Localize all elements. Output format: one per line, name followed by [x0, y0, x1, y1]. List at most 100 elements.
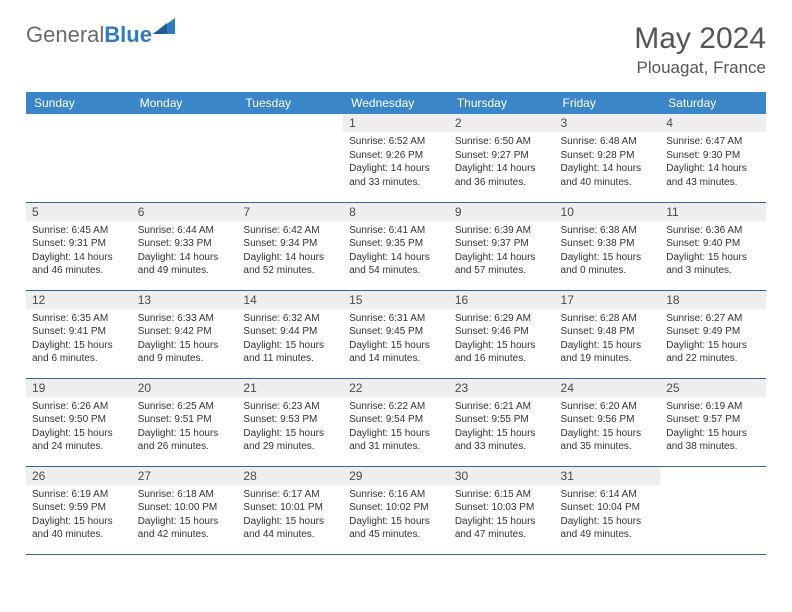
- day-number: 28: [237, 467, 343, 485]
- day-number: 17: [555, 291, 661, 309]
- day-details: Sunrise: 6:16 AMSunset: 10:02 PMDaylight…: [343, 485, 449, 546]
- calendar-cell: 4Sunrise: 6:47 AMSunset: 9:30 PMDaylight…: [660, 114, 766, 202]
- day-number: 5: [26, 203, 132, 221]
- calendar-cell: 3Sunrise: 6:48 AMSunset: 9:28 PMDaylight…: [555, 114, 661, 202]
- calendar-cell: 14Sunrise: 6:32 AMSunset: 9:44 PMDayligh…: [237, 290, 343, 378]
- triangle-icon: [153, 18, 175, 39]
- calendar-cell: 21Sunrise: 6:23 AMSunset: 9:53 PMDayligh…: [237, 378, 343, 466]
- day-number: 23: [449, 379, 555, 397]
- weekday-header: Saturday: [660, 92, 766, 114]
- day-number: 15: [343, 291, 449, 309]
- day-details: Sunrise: 6:45 AMSunset: 9:31 PMDaylight:…: [26, 221, 132, 282]
- day-number: 3: [555, 114, 661, 132]
- calendar-row: 26Sunrise: 6:19 AMSunset: 9:59 PMDayligh…: [26, 466, 766, 554]
- logo-text-general: General: [26, 22, 104, 47]
- day-number: 11: [660, 203, 766, 221]
- day-number: 25: [660, 379, 766, 397]
- calendar-cell: 13Sunrise: 6:33 AMSunset: 9:42 PMDayligh…: [132, 290, 238, 378]
- calendar-cell: 5Sunrise: 6:45 AMSunset: 9:31 PMDaylight…: [26, 202, 132, 290]
- calendar-cell: [132, 114, 238, 202]
- day-details: Sunrise: 6:44 AMSunset: 9:33 PMDaylight:…: [132, 221, 238, 282]
- day-number: 9: [449, 203, 555, 221]
- location: Plouagat, France: [634, 58, 766, 78]
- calendar-cell: 2Sunrise: 6:50 AMSunset: 9:27 PMDaylight…: [449, 114, 555, 202]
- day-number: 20: [132, 379, 238, 397]
- day-number: 7: [237, 203, 343, 221]
- weekday-header: Sunday: [26, 92, 132, 114]
- day-number: 22: [343, 379, 449, 397]
- calendar-cell: [26, 114, 132, 202]
- calendar-cell: 1Sunrise: 6:52 AMSunset: 9:26 PMDaylight…: [343, 114, 449, 202]
- day-details: Sunrise: 6:38 AMSunset: 9:38 PMDaylight:…: [555, 221, 661, 282]
- day-number: 16: [449, 291, 555, 309]
- calendar-table: SundayMondayTuesdayWednesdayThursdayFrid…: [26, 92, 766, 555]
- day-details: Sunrise: 6:14 AMSunset: 10:04 PMDaylight…: [555, 485, 661, 546]
- calendar-cell: 7Sunrise: 6:42 AMSunset: 9:34 PMDaylight…: [237, 202, 343, 290]
- weekday-header-row: SundayMondayTuesdayWednesdayThursdayFrid…: [26, 92, 766, 114]
- weekday-header: Wednesday: [343, 92, 449, 114]
- calendar-cell: 24Sunrise: 6:20 AMSunset: 9:56 PMDayligh…: [555, 378, 661, 466]
- day-number: 18: [660, 291, 766, 309]
- header: GeneralBlue May 2024 Plouagat, France: [26, 22, 766, 78]
- day-number: 8: [343, 203, 449, 221]
- day-details: Sunrise: 6:39 AMSunset: 9:37 PMDaylight:…: [449, 221, 555, 282]
- logo: GeneralBlue: [26, 22, 175, 48]
- day-details: Sunrise: 6:20 AMSunset: 9:56 PMDaylight:…: [555, 397, 661, 458]
- day-details: Sunrise: 6:19 AMSunset: 9:57 PMDaylight:…: [660, 397, 766, 458]
- day-details: Sunrise: 6:47 AMSunset: 9:30 PMDaylight:…: [660, 132, 766, 193]
- month-title: May 2024: [634, 22, 766, 56]
- calendar-cell: 29Sunrise: 6:16 AMSunset: 10:02 PMDaylig…: [343, 466, 449, 554]
- day-number: 2: [449, 114, 555, 132]
- calendar-cell: 17Sunrise: 6:28 AMSunset: 9:48 PMDayligh…: [555, 290, 661, 378]
- calendar-cell: 26Sunrise: 6:19 AMSunset: 9:59 PMDayligh…: [26, 466, 132, 554]
- calendar-cell: 8Sunrise: 6:41 AMSunset: 9:35 PMDaylight…: [343, 202, 449, 290]
- day-number: 14: [237, 291, 343, 309]
- day-details: Sunrise: 6:42 AMSunset: 9:34 PMDaylight:…: [237, 221, 343, 282]
- day-details: Sunrise: 6:28 AMSunset: 9:48 PMDaylight:…: [555, 309, 661, 370]
- calendar-cell: 31Sunrise: 6:14 AMSunset: 10:04 PMDaylig…: [555, 466, 661, 554]
- calendar-cell: [237, 114, 343, 202]
- day-details: Sunrise: 6:26 AMSunset: 9:50 PMDaylight:…: [26, 397, 132, 458]
- calendar-cell: 11Sunrise: 6:36 AMSunset: 9:40 PMDayligh…: [660, 202, 766, 290]
- day-number: 31: [555, 467, 661, 485]
- day-details: Sunrise: 6:32 AMSunset: 9:44 PMDaylight:…: [237, 309, 343, 370]
- calendar-cell: [660, 466, 766, 554]
- weekday-header: Monday: [132, 92, 238, 114]
- calendar-cell: 25Sunrise: 6:19 AMSunset: 9:57 PMDayligh…: [660, 378, 766, 466]
- day-number: 19: [26, 379, 132, 397]
- day-details: Sunrise: 6:21 AMSunset: 9:55 PMDaylight:…: [449, 397, 555, 458]
- day-details: Sunrise: 6:22 AMSunset: 9:54 PMDaylight:…: [343, 397, 449, 458]
- calendar-cell: 22Sunrise: 6:22 AMSunset: 9:54 PMDayligh…: [343, 378, 449, 466]
- weekday-header: Thursday: [449, 92, 555, 114]
- calendar-row: 19Sunrise: 6:26 AMSunset: 9:50 PMDayligh…: [26, 378, 766, 466]
- calendar-cell: 18Sunrise: 6:27 AMSunset: 9:49 PMDayligh…: [660, 290, 766, 378]
- calendar-cell: 6Sunrise: 6:44 AMSunset: 9:33 PMDaylight…: [132, 202, 238, 290]
- day-details: Sunrise: 6:35 AMSunset: 9:41 PMDaylight:…: [26, 309, 132, 370]
- day-number: 30: [449, 467, 555, 485]
- calendar-cell: 23Sunrise: 6:21 AMSunset: 9:55 PMDayligh…: [449, 378, 555, 466]
- day-number: 21: [237, 379, 343, 397]
- day-details: Sunrise: 6:17 AMSunset: 10:01 PMDaylight…: [237, 485, 343, 546]
- day-number: 1: [343, 114, 449, 132]
- day-details: Sunrise: 6:19 AMSunset: 9:59 PMDaylight:…: [26, 485, 132, 546]
- calendar-row: 12Sunrise: 6:35 AMSunset: 9:41 PMDayligh…: [26, 290, 766, 378]
- day-details: Sunrise: 6:33 AMSunset: 9:42 PMDaylight:…: [132, 309, 238, 370]
- day-number: 10: [555, 203, 661, 221]
- calendar-cell: 19Sunrise: 6:26 AMSunset: 9:50 PMDayligh…: [26, 378, 132, 466]
- day-details: Sunrise: 6:18 AMSunset: 10:00 PMDaylight…: [132, 485, 238, 546]
- calendar-cell: 9Sunrise: 6:39 AMSunset: 9:37 PMDaylight…: [449, 202, 555, 290]
- calendar-cell: 27Sunrise: 6:18 AMSunset: 10:00 PMDaylig…: [132, 466, 238, 554]
- calendar-row: 5Sunrise: 6:45 AMSunset: 9:31 PMDaylight…: [26, 202, 766, 290]
- calendar-cell: 12Sunrise: 6:35 AMSunset: 9:41 PMDayligh…: [26, 290, 132, 378]
- day-number: 4: [660, 114, 766, 132]
- day-number: 6: [132, 203, 238, 221]
- calendar-cell: 20Sunrise: 6:25 AMSunset: 9:51 PMDayligh…: [132, 378, 238, 466]
- day-details: Sunrise: 6:48 AMSunset: 9:28 PMDaylight:…: [555, 132, 661, 193]
- day-number: 13: [132, 291, 238, 309]
- day-details: Sunrise: 6:29 AMSunset: 9:46 PMDaylight:…: [449, 309, 555, 370]
- calendar-row: 1Sunrise: 6:52 AMSunset: 9:26 PMDaylight…: [26, 114, 766, 202]
- day-number: 26: [26, 467, 132, 485]
- calendar-cell: 16Sunrise: 6:29 AMSunset: 9:46 PMDayligh…: [449, 290, 555, 378]
- day-details: Sunrise: 6:36 AMSunset: 9:40 PMDaylight:…: [660, 221, 766, 282]
- day-details: Sunrise: 6:25 AMSunset: 9:51 PMDaylight:…: [132, 397, 238, 458]
